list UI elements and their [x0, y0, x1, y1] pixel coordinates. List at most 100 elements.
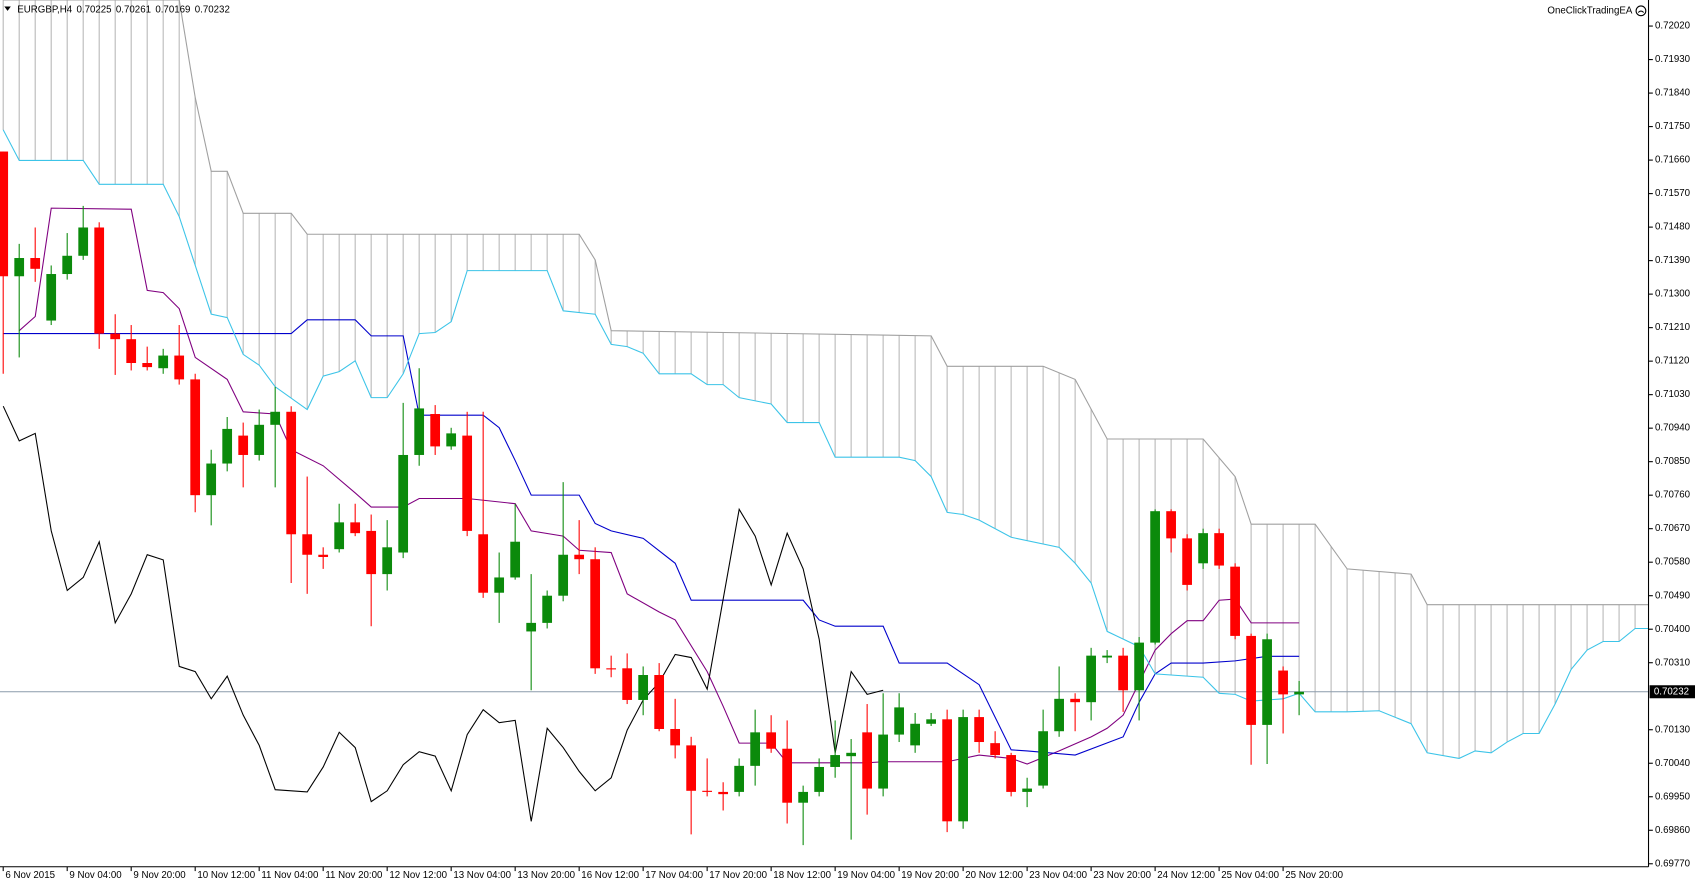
candle-body — [766, 732, 777, 749]
candle-body — [14, 258, 25, 277]
candle-body — [0, 151, 9, 277]
candle-body — [350, 522, 361, 534]
y-tick-label: 0.70940 — [1655, 423, 1691, 434]
candle-body — [1214, 533, 1224, 566]
candle-body — [1054, 698, 1064, 732]
indicator-line — [3, 0, 1649, 606]
candle-body — [414, 408, 425, 455]
candle-body — [254, 424, 265, 455]
candle-body — [702, 790, 713, 792]
candle-body — [318, 554, 329, 557]
x-tick-label: 11 Nov 20:00 — [325, 870, 383, 881]
candle-body — [510, 541, 521, 578]
candle-body — [430, 414, 441, 447]
candle-body — [734, 765, 745, 792]
x-tick-label: 25 Nov 04:00 — [1221, 870, 1279, 881]
candle-body — [366, 530, 377, 575]
y-tick-label: 0.70670 — [1655, 523, 1691, 534]
x-tick-label: 23 Nov 20:00 — [1093, 870, 1151, 881]
candle-body — [926, 719, 936, 724]
x-tick-label: 17 Nov 20:00 — [709, 870, 767, 881]
candle-body — [846, 752, 857, 757]
y-tick-label: 0.70490 — [1655, 590, 1691, 601]
candle-body — [398, 454, 409, 553]
candle-body — [638, 675, 649, 700]
candle-body — [238, 435, 249, 455]
x-tick-label: 9 Nov 04:00 — [69, 870, 122, 881]
y-tick-label: 0.70310 — [1655, 657, 1691, 668]
candle-body — [190, 379, 201, 496]
candle-body — [910, 723, 920, 746]
expert-icon-face — [1635, 5, 1647, 17]
candle-body — [1070, 698, 1080, 703]
candle-body — [334, 522, 345, 550]
candle-body — [814, 766, 825, 792]
candle-body — [382, 547, 393, 575]
candle-body — [862, 732, 872, 789]
x-tick-label: 17 Nov 04:00 — [645, 870, 703, 881]
y-tick-label: 0.69950 — [1655, 791, 1691, 802]
candle-body — [750, 732, 761, 766]
chart-header: EURGBP,H4 0.70225 0.70261 0.70169 0.70232 — [17, 4, 230, 15]
candle-body — [894, 707, 904, 735]
candle-body — [302, 534, 313, 555]
y-tick-label: 0.70040 — [1655, 758, 1691, 769]
candle-body — [270, 411, 281, 425]
y-tick-label: 0.71300 — [1655, 289, 1691, 300]
header-low: 0.70169 — [155, 4, 190, 15]
y-tick-label: 0.72020 — [1655, 21, 1691, 32]
candle-body — [126, 339, 137, 364]
x-tick-label: 13 Nov 20:00 — [517, 870, 575, 881]
candle-body — [1166, 511, 1176, 539]
candle-body — [574, 554, 585, 560]
candle-body — [558, 554, 569, 596]
candle-body — [958, 717, 968, 822]
candle-body — [1182, 538, 1192, 585]
candle-body — [990, 743, 1000, 756]
price-label-box — [1649, 685, 1695, 699]
y-tick-label: 0.70580 — [1655, 557, 1691, 568]
candle-body — [78, 227, 89, 256]
y-tick-label: 0.71570 — [1655, 188, 1691, 199]
x-tick-label: 25 Nov 20:00 — [1285, 870, 1343, 881]
x-tick-label: 13 Nov 04:00 — [453, 870, 511, 881]
candle-body — [62, 255, 73, 275]
candle-body — [798, 791, 809, 803]
y-tick-label: 0.71660 — [1655, 155, 1691, 166]
menu-arrow[interactable] — [4, 6, 11, 11]
candle-body — [1006, 755, 1016, 792]
candle-body — [686, 745, 697, 791]
candle-body — [1022, 788, 1032, 792]
candle-body — [1246, 635, 1256, 725]
candle-body — [110, 333, 121, 340]
plot-area — [0, 0, 1649, 846]
indicator-line — [18, 207, 1300, 765]
y-tick-label: 0.71930 — [1655, 54, 1691, 65]
candle-body — [46, 274, 57, 321]
x-tick-label: 19 Nov 04:00 — [837, 870, 895, 881]
y-tick-label: 0.69860 — [1655, 825, 1691, 836]
y-tick-label: 0.71840 — [1655, 88, 1691, 99]
candle-body — [878, 734, 888, 789]
y-tick-label: 0.70130 — [1655, 724, 1691, 735]
y-tick-label: 0.70760 — [1655, 490, 1691, 501]
symbol: EURGBP,H4 — [17, 4, 72, 15]
y-tick-label: 0.70400 — [1655, 624, 1691, 635]
candle-body — [670, 728, 681, 746]
y-tick-label: 0.71210 — [1655, 322, 1691, 333]
candle-body — [830, 755, 841, 767]
candle-body — [478, 534, 489, 593]
indicator-line — [3, 319, 1300, 756]
candle-body — [158, 355, 169, 369]
x-tick-label: 24 Nov 12:00 — [1157, 870, 1215, 881]
candle-body — [1102, 655, 1112, 658]
candle-body — [446, 433, 457, 447]
x-tick-label: 16 Nov 12:00 — [581, 870, 639, 881]
header-high: 0.70261 — [116, 4, 151, 15]
x-tick-label: 19 Nov 20:00 — [901, 870, 959, 881]
expert-icon[interactable] — [1635, 5, 1647, 17]
indicator-line — [2, 405, 884, 822]
y-tick-label: 0.71390 — [1655, 255, 1691, 266]
candle-body — [606, 668, 617, 670]
